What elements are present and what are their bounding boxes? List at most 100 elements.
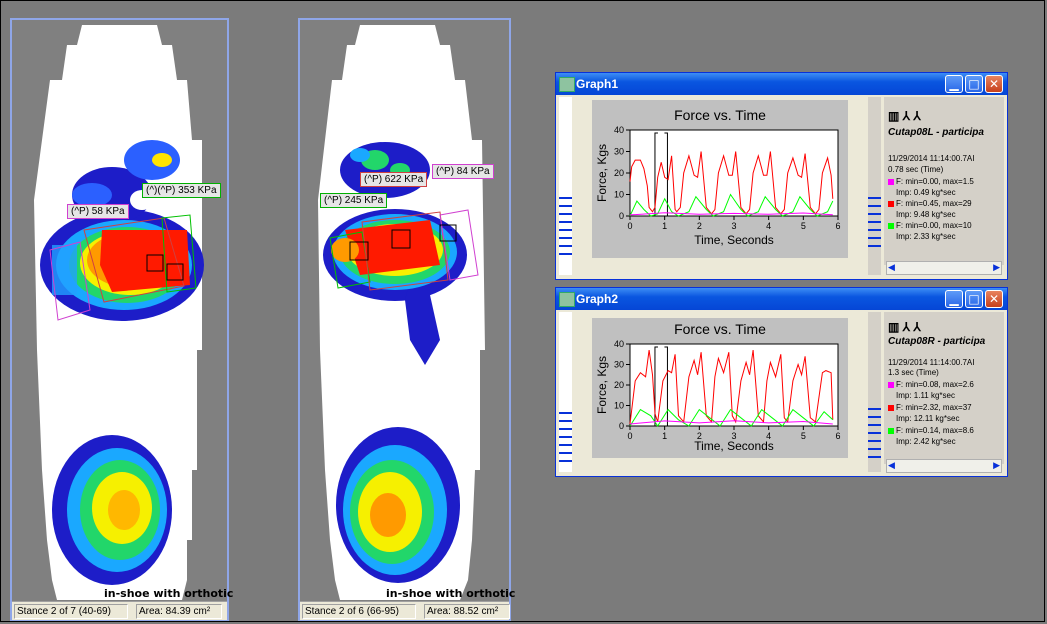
cursor-start (654, 346, 658, 426)
graph2-window[interactable]: Graph2 ▁ □ ✕ Force vs. Time Time, Seconds… (555, 287, 1008, 477)
series-line-1 (629, 193, 834, 217)
x-tick-label: 1 (662, 221, 667, 231)
left-status-stance: Stance 2 of 7 (40-69) (14, 604, 128, 619)
graph2-chart[interactable]: Force vs. Time Time, Seconds Force, Kgs 0 1 2… (592, 318, 848, 458)
x-tick-label: 5 (801, 431, 806, 441)
toolbar-icons[interactable]: ▥ ⅄ ⅄ (888, 320, 921, 334)
graph2-plot-area[interactable]: Force vs. Time Time, Seconds Force, Kgs 0 1 2… (592, 318, 848, 458)
x-tick-label: 6 (835, 221, 840, 231)
pressure-label-245: (^P) 245 KPa (320, 193, 388, 208)
y-tick-label: 40 (614, 339, 624, 349)
cursor-end (664, 132, 668, 216)
cursor-start (654, 132, 658, 216)
scroll-left-icon[interactable]: ◀ (888, 262, 895, 272)
maximize-button[interactable]: □ (965, 290, 983, 308)
imp-magenta: Imp: 0.49 kg*sec (896, 188, 956, 197)
chart-title: Force vs. Time (674, 107, 766, 123)
series-line-0 (629, 350, 834, 425)
left-status-bar: Stance 2 of 7 (40-69) Area: 84.39 cm² (12, 601, 227, 620)
sidebar-duration: 0.78 sec (Time) (888, 165, 944, 174)
left-pressure-map[interactable] (12, 20, 227, 602)
x-tick-label: 5 (801, 221, 806, 231)
graph1-right-scroll[interactable] (868, 97, 881, 275)
x-tick-label: 1 (662, 431, 667, 441)
pressure-label-353: (^)(^P) 353 KPa (142, 183, 221, 198)
graph1-left-scroll[interactable] (559, 97, 572, 275)
stat-green: F: min=0.00, max=10 (888, 221, 972, 230)
graph2-sidebar: ▥ ⅄ ⅄ Cutap08R - participa 11/29/2014 11… (884, 312, 1004, 464)
close-button[interactable]: ✕ (985, 290, 1003, 308)
left-pressure-pane[interactable]: (^)(^P) 353 KPa (^P) 58 KPa in-shoe with… (10, 18, 233, 622)
graph1-plot-area[interactable]: Force vs. Time Time, Seconds Force, Kgs 0 1 2… (592, 100, 848, 258)
graph1-title: Graph1 (576, 77, 619, 91)
stat-red: F: min=2.32, max=37 (888, 403, 972, 412)
y-tick-label: 0 (619, 211, 624, 221)
toolbar-icons[interactable]: ▥ ⅄ ⅄ (888, 109, 921, 123)
series-line-2 (629, 420, 833, 425)
pressure-label-58: (^P) 58 KPa (67, 204, 129, 219)
graph-app-icon (559, 292, 575, 307)
graph1-h-scrollbar[interactable]: ◀ ▶ (886, 261, 1002, 275)
minimize-button[interactable]: ▁ (945, 75, 963, 93)
imp-green: Imp: 2.42 kg*sec (896, 437, 956, 446)
right-status-bar: Stance 2 of 6 (66-95) Area: 88.52 cm² (300, 601, 510, 620)
imp-red: Imp: 12.11 kg*sec (896, 414, 960, 423)
y-axis-label: Force, Kgs (595, 356, 609, 414)
graph2-left-scroll[interactable] (559, 312, 572, 472)
x-tick-label: 0 (627, 431, 632, 441)
graph-app-icon (559, 77, 575, 92)
graph2-h-scrollbar[interactable]: ◀ ▶ (886, 459, 1002, 473)
x-tick-label: 2 (697, 431, 702, 441)
pressure-label-622: (^P) 622 KPa (360, 172, 428, 187)
right-status-stance: Stance 2 of 6 (66-95) (302, 604, 416, 619)
y-tick-label: 40 (614, 125, 624, 135)
series-line-2 (629, 212, 833, 216)
x-tick-label: 3 (731, 431, 736, 441)
cursor-end (664, 346, 668, 426)
imp-green: Imp: 2.33 kg*sec (896, 232, 956, 241)
left-status-area: Area: 84.39 cm² (136, 604, 222, 619)
sidebar-duration: 1.3 sec (Time) (888, 368, 939, 377)
maximize-button[interactable]: □ (965, 75, 983, 93)
graph2-title: Graph2 (576, 292, 619, 306)
graph1-titlebar[interactable]: Graph1 ▁ □ ✕ (556, 73, 1007, 95)
graph2-titlebar[interactable]: Graph2 ▁ □ ✕ (556, 288, 1007, 310)
x-tick-label: 6 (835, 431, 840, 441)
x-tick-label: 4 (766, 431, 771, 441)
x-tick-label: 4 (766, 221, 771, 231)
right-pressure-pane[interactable]: (^P) 622 KPa (^P) 84 KPa (^P) 245 KPa in… (298, 18, 515, 622)
series-line-0 (629, 151, 834, 215)
sidebar-datetime: 11/29/2014 11:14:00.7AI (888, 358, 975, 367)
graph1-chart[interactable]: Force vs. Time Time, Seconds Force, Kgs 0 1 2… (592, 100, 848, 258)
sidebar-datetime: 11/29/2014 11:14:00.7AI (888, 154, 975, 163)
x-axis-label: Time, Seconds (694, 233, 774, 247)
chart-title: Force vs. Time (674, 321, 766, 337)
sidebar-file-title: Cutap08R - participa (888, 336, 986, 347)
scroll-right-icon[interactable]: ▶ (993, 262, 1000, 272)
right-pressure-map[interactable] (300, 20, 509, 602)
y-tick-label: 20 (614, 380, 624, 390)
x-tick-label: 0 (627, 221, 632, 231)
pressure-label-84: (^P) 84 KPa (432, 164, 494, 179)
y-tick-label: 30 (614, 147, 624, 157)
stat-red: F: min=0.45, max=29 (888, 199, 972, 208)
close-button[interactable]: ✕ (985, 75, 1003, 93)
stat-green: F: min=0.14, max=8.6 (888, 426, 974, 435)
imp-magenta: Imp: 1.11 kg*sec (896, 391, 955, 400)
y-tick-label: 10 (614, 190, 624, 200)
y-tick-label: 20 (614, 168, 624, 178)
right-status-area: Area: 88.52 cm² (424, 604, 510, 619)
graph2-right-scroll[interactable] (868, 312, 881, 472)
imp-red: Imp: 9.48 kg*sec (896, 210, 956, 219)
sidebar-file-title: Cutap08L - participa (888, 127, 984, 138)
y-tick-label: 30 (614, 360, 624, 370)
minimize-button[interactable]: ▁ (945, 290, 963, 308)
y-tick-label: 10 (614, 401, 624, 411)
graph1-window[interactable]: Graph1 ▁ □ ✕ Force vs. Time Time, Seconds… (555, 72, 1008, 280)
y-axis-label: Force, Kgs (595, 144, 609, 202)
scroll-left-icon[interactable]: ◀ (888, 460, 895, 470)
x-tick-label: 3 (731, 221, 736, 231)
left-caption: in-shoe with orthotic (104, 587, 234, 600)
stat-magenta: F: min=0.00, max=1.5 (888, 177, 974, 186)
scroll-right-icon[interactable]: ▶ (993, 460, 1000, 470)
